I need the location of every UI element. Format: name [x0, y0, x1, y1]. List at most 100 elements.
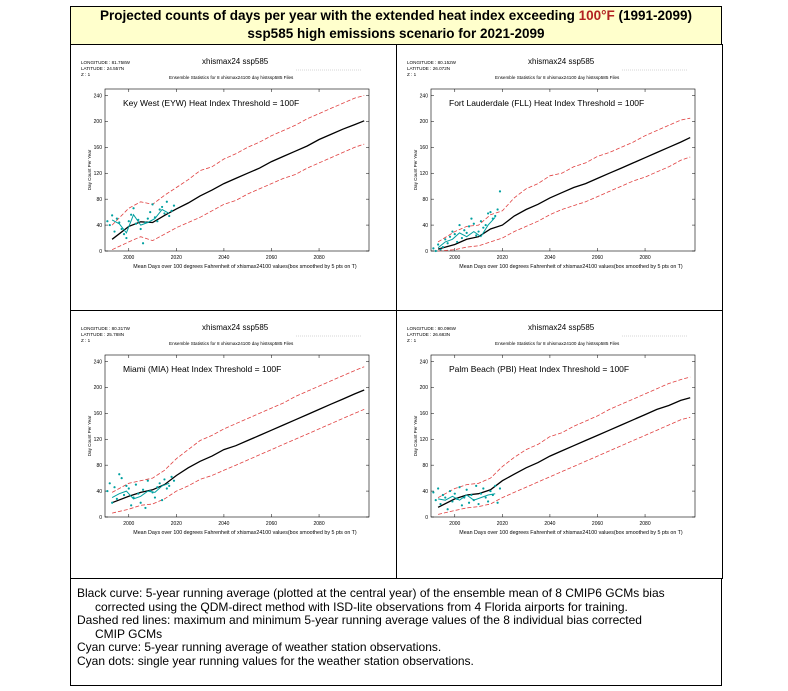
observation-point	[448, 489, 452, 493]
z-label: Z : 1	[81, 72, 91, 77]
observation-point	[465, 488, 468, 491]
observation-point	[170, 209, 173, 212]
observation-point	[484, 496, 487, 499]
longitude-label: LONGITUDE : 80.152W	[407, 60, 457, 65]
observation-point	[111, 214, 114, 217]
observation-point	[486, 500, 490, 503]
observation-point	[106, 220, 109, 223]
observation-point	[437, 243, 440, 246]
observation-point	[149, 211, 152, 214]
observation-point	[127, 487, 130, 490]
observation-point	[486, 212, 490, 215]
observation-point	[163, 478, 166, 481]
ensemble-mean-line	[437, 137, 691, 250]
x-tick-label: 2080	[639, 255, 650, 261]
observation-point	[163, 212, 166, 215]
latitude-label: LATITUDE : 25.788N	[81, 332, 124, 337]
x-tick-label: 2000	[123, 521, 134, 527]
x-axis-label: Mean Days over 100 degrees Fahrenheit of…	[459, 264, 683, 270]
panel-subheader: Ensemble Statistics for 8 xhismax24100 d…	[169, 341, 294, 346]
observation-point	[448, 235, 452, 238]
observation-point	[139, 227, 142, 231]
y-tick-label: 120	[420, 437, 429, 443]
observation-point	[432, 491, 435, 494]
observation-point	[130, 504, 133, 507]
x-tick-label: 2000	[449, 521, 460, 527]
observation-point	[491, 217, 494, 220]
observation-point	[467, 501, 471, 504]
y-tick-label: 120	[94, 437, 103, 443]
observation-point	[453, 492, 456, 495]
observation-point	[458, 486, 461, 489]
observation-point	[446, 242, 449, 245]
observation-point	[113, 486, 116, 489]
y-tick-label: 80	[422, 197, 428, 203]
y-axis-label: Day Count Per Year	[87, 149, 92, 190]
panel-title: Palm Beach (PBI) Heat Index Threshold = …	[449, 364, 629, 374]
x-axis-label: Mean Days over 100 degrees Fahrenheit of…	[133, 264, 357, 270]
max-bound-line	[111, 366, 365, 493]
panel-miami: LONGITUDE : 80.317W LATITUDE : 25.788N Z :…	[70, 310, 397, 579]
observation-point	[446, 508, 449, 511]
observation-point	[479, 492, 483, 495]
x-tick-label: 2020	[171, 255, 182, 261]
observation-point	[165, 200, 168, 203]
observation-point	[453, 233, 456, 236]
observation-point	[472, 222, 475, 225]
observation-point	[125, 484, 128, 487]
observation-point	[113, 230, 116, 233]
y-axis-label: Day Count Per Year	[413, 415, 418, 456]
observation-point	[477, 230, 480, 233]
x-tick-label: 2060	[266, 255, 277, 261]
panel-subheader: Ensemble Statistics for 8 xhismax24100 d…	[495, 341, 620, 346]
observation-point	[463, 229, 466, 232]
ensemble-mean-line	[111, 120, 365, 240]
observation-point	[472, 499, 475, 502]
y-tick-label: 0	[425, 249, 428, 255]
y-axis-label: Day Count Per Year	[87, 415, 92, 456]
observation-point	[456, 240, 459, 244]
figure-title: Projected counts of days per year with t…	[70, 6, 722, 46]
observation-point	[120, 477, 123, 480]
observation-point	[170, 475, 173, 478]
observation-point	[134, 483, 138, 486]
y-tick-label: 0	[425, 515, 428, 521]
observation-point	[434, 499, 437, 502]
observation-point	[111, 501, 114, 504]
min-bound-line	[112, 409, 365, 514]
observation-point	[130, 213, 133, 216]
min-bound-line	[438, 416, 691, 515]
x-tick-label: 2020	[497, 521, 508, 527]
figure-caption: Black curve: 5-year running average (plo…	[70, 578, 722, 686]
observation-point	[168, 214, 171, 218]
caption-black-curve: Black curve: 5-year running average (plo…	[77, 586, 665, 600]
observation-point	[437, 487, 440, 490]
observation-point	[144, 221, 147, 224]
observation-point	[444, 496, 447, 499]
max-bound-line	[437, 376, 691, 498]
y-tick-label: 160	[420, 145, 429, 151]
x-tick-label: 2040	[544, 255, 555, 261]
observation-curve	[438, 493, 496, 501]
x-tick-label: 2000	[449, 255, 460, 261]
observation-point	[489, 489, 492, 493]
observation-point	[498, 487, 502, 490]
observation-point	[475, 484, 478, 487]
x-tick-label: 2020	[497, 255, 508, 261]
observation-point	[165, 487, 168, 490]
observation-point	[441, 493, 444, 497]
observation-point	[106, 489, 109, 493]
observation-point	[151, 491, 154, 494]
observation-point	[144, 506, 147, 510]
figure-title-line2: ssp585 high emissions scenario for 2021-…	[247, 26, 545, 41]
y-tick-label: 240	[420, 93, 429, 99]
latitude-label: LATITUDE : 26.072N	[407, 66, 450, 71]
observation-point	[494, 214, 497, 218]
observation-point	[482, 487, 485, 490]
observation-point	[451, 230, 454, 233]
observation-point	[108, 482, 111, 485]
z-label: Z : 1	[407, 72, 417, 77]
observation-point	[479, 220, 483, 223]
